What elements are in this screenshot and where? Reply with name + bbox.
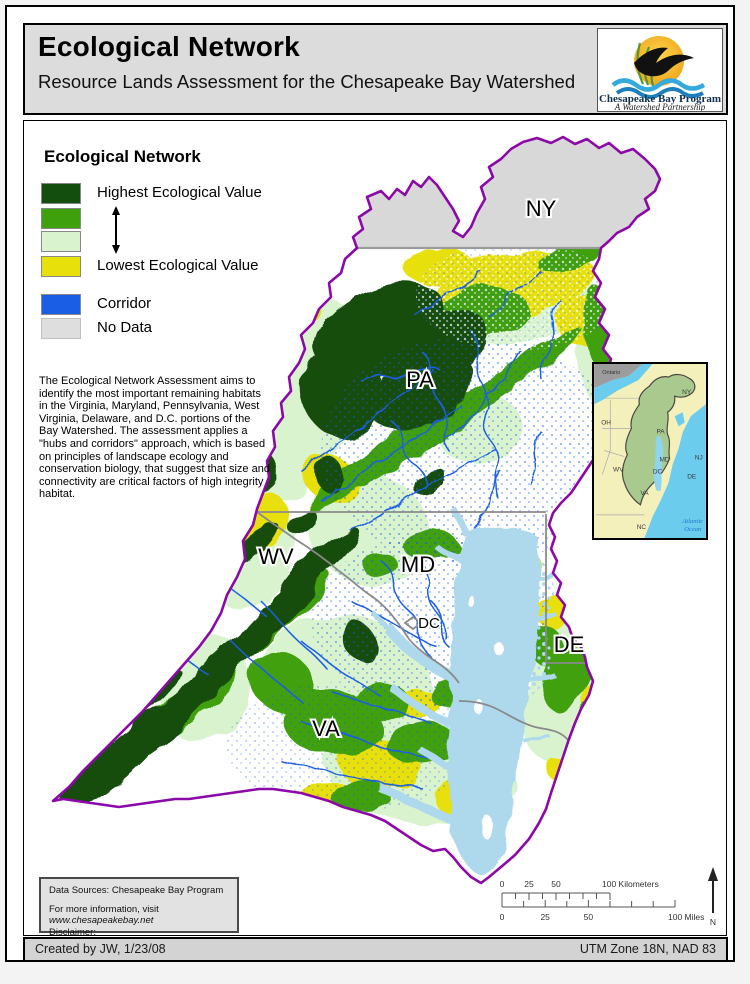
inset-label-ontario: Ontario: [602, 370, 620, 376]
north-arrow-icon: N: [708, 867, 718, 927]
label-wv: WV: [258, 544, 294, 569]
inset-label-atlantic-2: Ocean: [684, 526, 701, 533]
mi-0: 0: [500, 912, 505, 922]
chesapeake-bay-program-logo: Chesapeake Bay Program A Watershed Partn…: [597, 28, 723, 112]
footer-bar: Created by JW, 1/23/08 UTM Zone 18N, NAD…: [23, 937, 728, 962]
inset-map-graphic: Ontario OH NY PA WV MD DC NJ DE VA NC At…: [594, 364, 706, 538]
page-title: Ecological Network: [38, 31, 300, 62]
km-25: 25: [524, 879, 534, 889]
map-frame: NY PA WV MD DC DE VA Ecological Network …: [23, 120, 727, 936]
mi-50: 50: [584, 912, 594, 922]
inset-label-nc: NC: [637, 524, 647, 531]
data-sources-box: Data Sources: Chesapeake Bay Program For…: [39, 877, 239, 935]
km-scale: [501, 892, 611, 900]
inset-locator-map: Ontario OH NY PA WV MD DC NJ DE VA NC At…: [592, 362, 708, 540]
logo-tagline-text: A Watershed Partnership: [614, 102, 706, 111]
km-0: 0: [500, 879, 505, 889]
inset-ontario-region: [594, 364, 643, 389]
page-subtitle: Resource Lands Assessment for the Chesap…: [38, 71, 576, 92]
inset-label-nj: NJ: [695, 455, 703, 462]
footer-projection: UTM Zone 18N, NAD 83: [579, 942, 716, 956]
label-pa: PA: [406, 367, 434, 392]
info-url: www.chesapeakebay.net: [49, 915, 154, 926]
legend-swatch-lowest: [41, 256, 81, 277]
watershed-map: NY PA WV MD DC DE VA: [51, 135, 662, 885]
legend-label-highest: Highest Ecological Value: [97, 184, 262, 201]
inset-label-dc: DC: [653, 469, 663, 476]
waves-icon: [611, 78, 706, 99]
legend-label-no-data: No Data: [97, 319, 153, 336]
label-md: MD: [401, 552, 435, 577]
goose-icon: [634, 47, 694, 77]
label-dc: DC: [418, 615, 440, 632]
legend-swatch-highest: [41, 183, 81, 204]
inset-delaware-bay: [674, 412, 685, 427]
legend-label-lowest: Lowest Ecological Value: [97, 257, 259, 274]
north-label: N: [710, 917, 716, 927]
mi-100: 100 Miles: [668, 912, 704, 922]
inset-label-md: MD: [660, 457, 670, 464]
mi-scale: [501, 900, 676, 908]
watershed-boundary: [51, 135, 662, 885]
mi-25: 25: [540, 912, 550, 922]
legend-title: Ecological Network: [44, 147, 201, 166]
header-bar: Ecological Network Resource Lands Assess…: [23, 23, 728, 115]
scale-bar: 0 25 50 100 Kilometers 0 25 50 100 Miles: [500, 879, 705, 922]
label-va: VA: [312, 716, 340, 741]
legend-swatch-no-data: [41, 318, 81, 339]
footer-credit: Created by JW, 1/23/08: [35, 942, 166, 956]
state-labels: NY PA WV MD DC DE VA: [256, 194, 586, 743]
legend-label-corridor: Corridor: [97, 295, 152, 312]
legend-swatch-low: [41, 231, 81, 252]
inset-label-atlantic-1: Atlantic: [681, 518, 703, 525]
label-ny: NY: [526, 196, 557, 221]
inset-label-va: VA: [640, 490, 649, 497]
inset-label-pa: PA: [656, 428, 665, 435]
inset-label-ny: NY: [682, 389, 692, 396]
label-de: DE: [554, 632, 585, 657]
inset-label-de: DE: [687, 474, 697, 481]
inset-lakes: [594, 364, 653, 405]
legend-swatch-corridor: [41, 294, 81, 315]
logo-org-text: Chesapeake Bay Program: [599, 93, 721, 105]
km-50: 50: [551, 879, 561, 889]
inset-bay: [653, 436, 664, 491]
ny-no-data-region: [353, 137, 660, 248]
legend-swatch-high: [41, 208, 81, 229]
more-info-line: For more information, visit www.chesapea…: [49, 903, 159, 927]
map-description: The Ecological Network Assessment aims t…: [39, 375, 270, 501]
inset-label-wv: WV: [613, 467, 624, 474]
logo-graphic: Chesapeake Bay Program A Watershed Partn…: [599, 36, 721, 112]
data-sources-line: Data Sources: Chesapeake Bay Program: [49, 885, 224, 896]
inset-atlantic: [644, 404, 706, 538]
disclaimer-line: Disclaimer: www.chesapeakebay.net/termso…: [49, 926, 96, 936]
km-100: 100 Kilometers: [602, 879, 659, 889]
inset-label-oh: OH: [601, 419, 611, 426]
value-range-arrow-icon: [112, 206, 120, 254]
